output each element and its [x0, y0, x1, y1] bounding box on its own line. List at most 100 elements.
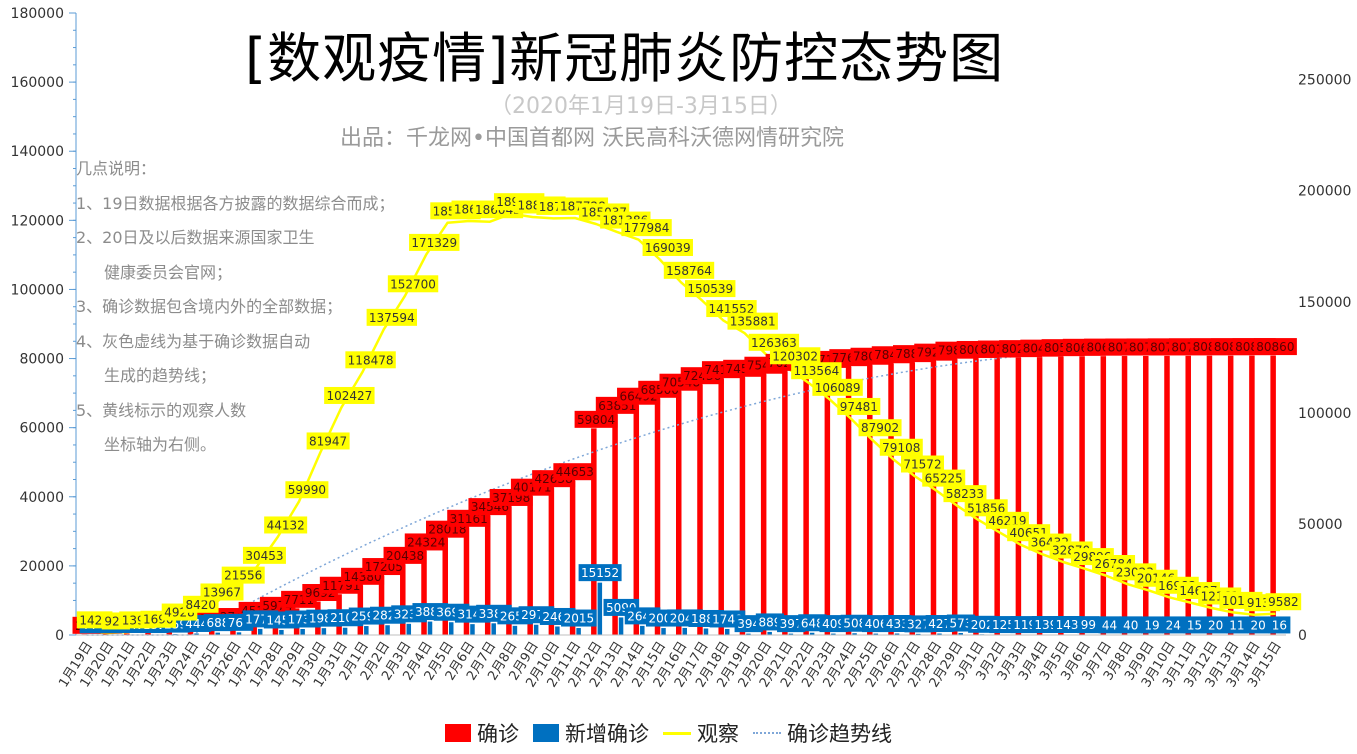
confirmed-bar	[400, 564, 406, 635]
observation-data-label-text: 158764	[666, 264, 712, 278]
confirmed-bar	[845, 366, 852, 635]
observation-data-label-box	[858, 419, 902, 437]
new-confirmed-data-label-box	[1010, 616, 1039, 634]
left-axis-tick-label: 140000	[11, 144, 64, 160]
right-axis-tick-label: 0	[1298, 628, 1307, 644]
new-confirmed-data-label-box	[840, 614, 869, 632]
new-confirmed-data-label: 889	[755, 613, 785, 631]
observation-data-label-text: 44132	[267, 518, 305, 532]
new-confirmed-data-label-text: 119	[1013, 618, 1036, 632]
new-confirmed-data-label-text: 19	[1144, 618, 1159, 632]
new-confirmed-data-label: 139	[1031, 616, 1060, 634]
new-confirmed-bar	[448, 622, 454, 635]
observation-data-label: 13967	[200, 583, 244, 601]
observation-data-label-box	[748, 333, 800, 351]
new-confirmed-data-label: 16	[1268, 616, 1291, 634]
observation-data-label-text: 51856	[967, 501, 1005, 515]
new-confirmed-bar	[300, 628, 305, 635]
new-confirmed-data-label: 19	[1141, 616, 1164, 634]
observation-data-label-box	[324, 386, 375, 404]
observation-data-label-text: 120302	[772, 349, 818, 363]
left-axis-tick-label: 0	[55, 628, 64, 644]
notes-panel: 几点说明： 1、19日数据根据各方披露的数据综合而成； 2、20日及以后数据来源…	[76, 152, 395, 463]
new-confirmed-bar	[682, 627, 687, 635]
observation-data-label-text: 177984	[624, 221, 670, 235]
observation-data-label: 126363	[748, 333, 800, 351]
legend-swatch-observation	[663, 731, 691, 735]
observation-data-label: 71572	[901, 455, 945, 473]
new-confirmed-data-label-text: 139	[1034, 618, 1057, 632]
observation-data-label-text: 150539	[687, 282, 733, 296]
legend-swatch-confirmed	[445, 724, 471, 742]
new-confirmed-data-label-box	[1162, 616, 1185, 634]
new-confirmed-data-label: 648	[798, 614, 827, 632]
observation-data-label-text: 58233	[946, 487, 984, 501]
observation-data-label-box	[642, 238, 693, 256]
observation-data-label: 177984	[621, 219, 672, 237]
new-confirmed-bar	[724, 628, 730, 635]
left-axis-tick-label: 80000	[19, 352, 64, 368]
new-confirmed-bar	[279, 629, 284, 635]
new-confirmed-data-label-box	[925, 615, 954, 633]
observation-data-label-text: 81947	[309, 434, 347, 448]
confirmed-data-label-text: 44653	[556, 465, 594, 479]
new-confirmed-data-label-box	[1053, 616, 1082, 634]
observation-data-label: 169039	[642, 238, 693, 256]
observation-data-label: 150539	[685, 280, 736, 298]
confirmed-data-label-text: 80860	[1256, 340, 1294, 354]
observation-data-label-box	[791, 362, 842, 380]
new-confirmed-bar	[470, 624, 475, 635]
confirmed-bar	[187, 630, 194, 635]
observation-data-label-box	[387, 275, 439, 293]
new-confirmed-bar	[852, 633, 857, 635]
right-axis-tick-label: 200000	[1298, 184, 1351, 200]
confirmed-bar	[676, 391, 682, 635]
new-confirmed-data-label-box	[819, 615, 848, 633]
confirmed-bar	[718, 378, 724, 635]
new-confirmed-data-label-box	[861, 615, 891, 633]
new-confirmed-data-label: 40	[1119, 616, 1142, 634]
new-confirmed-data-label: 15152	[578, 564, 622, 582]
right-axis-tick-label: 50000	[1298, 517, 1343, 533]
observation-data-label: 152700	[387, 275, 439, 293]
chart-subtitle: （2020年1月19日-3月15日）	[490, 94, 792, 119]
new-confirmed-bar	[406, 623, 412, 635]
observation-data-label-text: 137594	[369, 311, 415, 325]
new-confirmed-data-label: 125	[989, 616, 1018, 634]
new-confirmed-data-label: 688	[203, 614, 233, 632]
observation-data-label-text: 21556	[224, 569, 262, 583]
confirmed-bar	[527, 496, 533, 635]
confirmed-bar	[1185, 355, 1191, 635]
new-confirmed-bar	[194, 633, 199, 635]
observation-data-label-box	[663, 261, 715, 279]
new-confirmed-data-label-text: 573	[950, 617, 973, 631]
confirmed-data-label: 80860	[1253, 338, 1297, 356]
new-confirmed-data-label: 119	[1010, 616, 1039, 634]
observation-data-label-box	[621, 219, 672, 237]
legend-item-trend: 确诊趋势线	[753, 718, 892, 748]
notes-line: 5、黄线标示的观察人数	[76, 400, 247, 420]
confirmed-data-label-box	[404, 533, 448, 551]
new-confirmed-data-label: 202	[968, 615, 997, 633]
new-confirmed-data-label-box	[1119, 616, 1142, 634]
new-confirmed-data-label-text: 20	[1208, 618, 1223, 632]
new-confirmed-data-label-box	[1098, 616, 1121, 634]
new-confirmed-data-label: 397	[777, 615, 806, 633]
new-confirmed-data-label-box	[203, 614, 233, 632]
legend-item-observation: 观察	[663, 718, 739, 748]
observation-data-label-text: 30453	[245, 549, 283, 563]
new-confirmed-data-label-box	[777, 615, 806, 633]
new-confirmed-bar	[321, 628, 327, 635]
observation-data-label-box	[221, 566, 265, 584]
new-confirmed-data-label: 427	[925, 615, 954, 633]
observation-labels: 1420922139416904928842013967215563045344…	[76, 193, 1302, 630]
new-confirmed-bar	[491, 623, 496, 635]
confirmed-data-label: 44653	[553, 463, 597, 481]
confirmed-bar	[909, 362, 916, 635]
observation-data-label-box	[1265, 593, 1302, 611]
new-confirmed-data-label-text: 427	[928, 617, 951, 631]
producer-credit: 出品：千龙网•中国首都网 沃民高科沃德网情研究院	[340, 126, 844, 151]
legend-swatch-new-confirmed	[533, 724, 559, 742]
new-confirmed-bar	[257, 628, 263, 635]
confirmed-bar	[739, 377, 746, 635]
